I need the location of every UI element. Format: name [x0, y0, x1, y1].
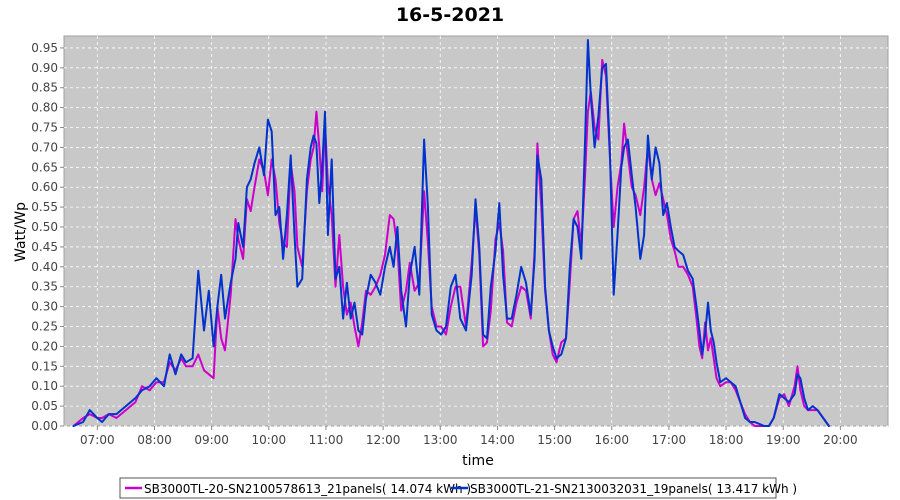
x-tick-label: 15:00 — [537, 433, 572, 447]
x-tick-label: 20:00 — [823, 433, 858, 447]
x-tick-label: 17:00 — [652, 433, 687, 447]
x-axis-ticks: 07:00 08:00 09:00 10:00 11:00 12:00 13:00 14:00… — [80, 426, 858, 447]
y-gridlines — [64, 47, 888, 427]
x-tick-label: 08:00 — [137, 433, 172, 447]
y-tick-label: 0.80 — [31, 101, 58, 115]
y-tick-label: 0.00 — [31, 419, 58, 433]
x-tick-label: 16:00 — [594, 433, 629, 447]
legend-label-sb3000tl-21: SB3000TL-21-SN2130032031_19panels( 13.41… — [470, 482, 797, 496]
chart-title: 16-5-2021 — [396, 4, 504, 26]
x-tick-label: 11:00 — [309, 433, 344, 447]
y-tick-label: 0.50 — [31, 220, 58, 234]
series-line-sb3000tl-21 — [72, 39, 830, 427]
series-lines — [72, 39, 830, 427]
y-tick-label: 0.25 — [31, 320, 58, 334]
y-tick-label: 0.70 — [31, 140, 58, 154]
y-tick-label: 0.90 — [31, 61, 58, 75]
legend: SB3000TL-20-SN2100578613_21panels( 14.07… — [119, 477, 797, 499]
y-tick-label: 0.40 — [31, 260, 58, 274]
y-tick-label: 0.95 — [31, 41, 58, 55]
x-tick-label: 12:00 — [366, 433, 401, 447]
y-tick-label: 0.55 — [31, 200, 58, 214]
x-tick-label: 14:00 — [480, 433, 515, 447]
y-tick-label: 0.85 — [31, 81, 58, 95]
legend-label-sb3000tl-20: SB3000TL-20-SN2100578613_21panels( 14.07… — [144, 482, 471, 496]
x-tick-label: 13:00 — [423, 433, 458, 447]
x-axis-label: time — [462, 453, 494, 469]
plot-area — [63, 35, 889, 427]
y-tick-label: 0.05 — [31, 399, 58, 413]
y-tick-label: 0.15 — [31, 359, 58, 373]
y-tick-label: 0.45 — [31, 240, 58, 254]
y-tick-label: 0.60 — [31, 180, 58, 194]
legend-box — [119, 477, 777, 499]
x-tick-label: 10:00 — [252, 433, 287, 447]
y-tick-label: 0.30 — [31, 300, 58, 314]
x-tick-label: 19:00 — [766, 433, 801, 447]
y-tick-label: 0.65 — [31, 160, 58, 174]
y-tick-label: 0.75 — [31, 121, 58, 135]
y-tick-label: 0.10 — [31, 379, 58, 393]
x-tick-label: 18:00 — [709, 433, 744, 447]
x-tick-label: 09:00 — [194, 433, 229, 447]
y-tick-label: 0.20 — [31, 339, 58, 353]
y-axis-label: Watt/Wp — [13, 202, 29, 262]
y-tick-label: 0.35 — [31, 280, 58, 294]
x-tick-label: 07:00 — [80, 433, 115, 447]
y-axis-ticks: 0.00 0.05 0.10 0.15 0.20 0.25 0.30 0.35 0.40 0.45… — [31, 41, 64, 433]
